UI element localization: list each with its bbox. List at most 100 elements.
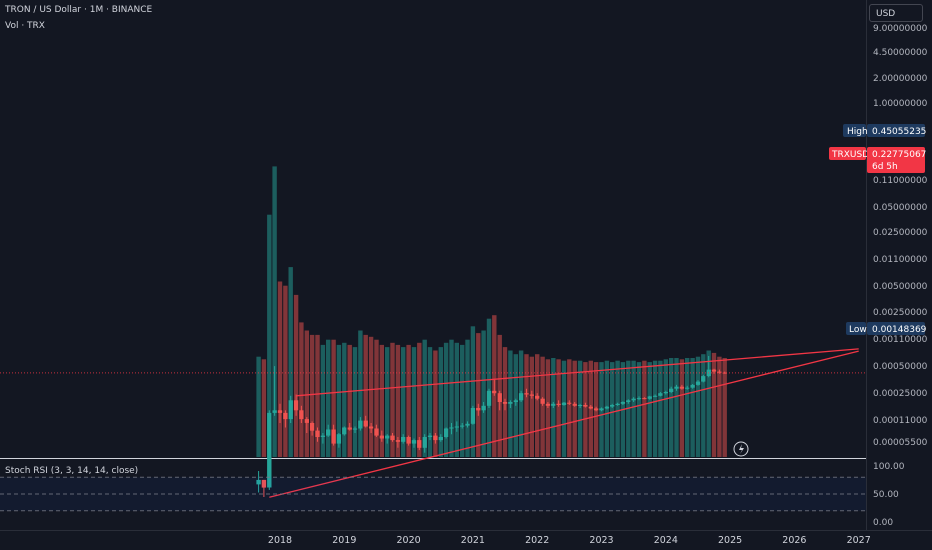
rsi-tick-label: 100.00 — [873, 462, 905, 472]
candle-body — [588, 406, 593, 409]
high-value: 0.45055235 — [872, 127, 926, 137]
candlestick-series — [256, 356, 727, 497]
volume-bar — [572, 360, 577, 457]
price-tick-label: 0.00110000 — [873, 335, 928, 345]
volume-bar — [524, 354, 529, 457]
volume-tick-label: 0.00025000 — [873, 389, 928, 399]
time-tick-label: 2022 — [525, 535, 549, 546]
volume-bar — [411, 347, 417, 457]
candle-body — [583, 405, 588, 407]
trendline — [296, 348, 859, 397]
volume-bar — [583, 362, 588, 457]
time-tick-label: 2021 — [461, 535, 485, 546]
candle-body — [518, 393, 524, 401]
candle-body — [631, 398, 636, 401]
trendlines — [0, 348, 866, 498]
candle-body — [299, 410, 304, 420]
volume-bar — [647, 362, 652, 457]
price-tick-label: 0.11000000 — [873, 176, 928, 186]
symbol-title[interactable]: TRON / US Dollar · 1M · BINANCE — [5, 5, 153, 15]
volume-bar — [422, 339, 427, 457]
candle-body — [476, 408, 481, 411]
time-tick-label: 2024 — [654, 535, 678, 546]
candle-body — [604, 406, 610, 409]
volume-bar — [299, 322, 304, 457]
candle-body — [545, 403, 551, 406]
volume-bar — [368, 336, 374, 457]
volume-bar — [476, 333, 481, 457]
candle-body — [615, 403, 620, 405]
volume-bar — [374, 339, 379, 457]
volume-bar — [331, 339, 336, 457]
volume-bar — [486, 318, 492, 457]
volume-legend[interactable]: Vol · TRX — [5, 21, 45, 31]
candle-body — [524, 393, 529, 395]
volume-bar — [406, 344, 411, 457]
candle-body — [690, 384, 695, 388]
volume-bar — [695, 356, 701, 457]
volume-bar — [610, 362, 615, 457]
candle-body — [529, 394, 534, 396]
symbol-badge: TRXUSD — [831, 150, 869, 160]
candle-body — [508, 402, 513, 404]
candle-body — [331, 429, 336, 444]
volume-bar — [417, 342, 422, 457]
last-price-value: 0.22775067 — [872, 150, 926, 160]
volume-bar — [385, 347, 390, 457]
price-tick-label: 0.00250000 — [873, 308, 928, 318]
candle-body — [449, 427, 454, 429]
candle-body — [293, 400, 299, 411]
candle-body — [422, 437, 427, 448]
candle-body — [679, 386, 685, 389]
volume-bar — [465, 339, 470, 457]
candle-body — [363, 420, 368, 427]
volume-bar — [577, 360, 583, 457]
candle-body — [256, 479, 261, 485]
volume-bar — [358, 330, 363, 457]
stoch-rsi-legend[interactable]: Stoch RSI (3, 3, 14, 14, close) — [5, 466, 139, 476]
candle-body — [722, 372, 727, 374]
time-tick-label: 2020 — [397, 535, 421, 546]
candle-body — [481, 405, 486, 411]
candle-body — [556, 403, 561, 405]
volume-bar — [326, 339, 331, 457]
candle-body — [572, 403, 577, 406]
volume-bar — [674, 358, 679, 457]
candle-body — [342, 427, 347, 435]
time-axis: 2018 2019 2020 2021 2022 2023 2024 2025 2026 2027 — [268, 535, 871, 546]
volume-bar — [535, 354, 540, 457]
volume-bar — [481, 330, 486, 457]
candle-body — [374, 428, 379, 436]
candle-body — [486, 390, 492, 406]
candle-body — [304, 419, 309, 423]
candle-body — [406, 437, 411, 444]
volume-bar — [363, 334, 368, 457]
volume-bar — [615, 360, 620, 457]
lightning-icon-glyph — [739, 444, 744, 454]
countdown: 6d 5h — [872, 162, 898, 172]
candle-body — [492, 390, 497, 394]
candle-body — [599, 408, 604, 411]
candle-body — [390, 435, 395, 441]
candle-body — [454, 426, 459, 428]
price-tick-label: 9.00000000 — [873, 24, 928, 34]
candle-body — [642, 398, 647, 400]
candle-body — [326, 429, 331, 436]
candle-body — [685, 387, 690, 389]
volume-bar — [706, 350, 711, 457]
volume-bar — [454, 342, 459, 457]
candle-body — [352, 428, 358, 430]
candle-body — [315, 430, 320, 437]
high-label: High — [847, 127, 868, 137]
price-badges: High 0.45055235 TRXUSD 0.22775067 6d 5h Low 0.… — [733, 124, 927, 457]
candle-body — [577, 405, 583, 406]
candle-body — [502, 402, 508, 404]
candle-body — [438, 437, 443, 441]
candle-body — [497, 393, 502, 402]
price-axis: 9.00000000 4.50000000 2.00000000 1.00000000… — [873, 24, 928, 528]
candle-body — [336, 434, 342, 444]
currency-selector[interactable]: USD — [869, 4, 923, 22]
low-value: 0.00148369 — [872, 325, 927, 335]
